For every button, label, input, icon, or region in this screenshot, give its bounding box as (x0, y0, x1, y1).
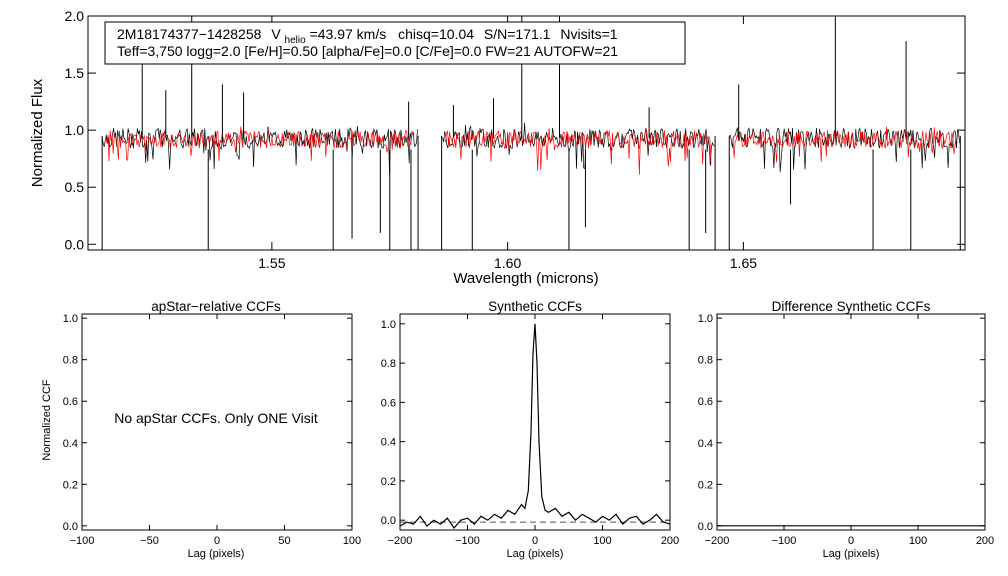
no-ccf-message: No apStar CCFs. Only ONE Visit (114, 410, 318, 426)
spectrum-series-0-chip-1 (441, 122, 715, 170)
y-tick-label: 0.2 (63, 479, 78, 491)
apstar-ccf-title: apStar−relative CCFs (151, 299, 281, 314)
y-tick-label: 1.0 (381, 319, 396, 331)
difference-ccf-title: Difference Synthetic CCFs (772, 299, 931, 314)
x-tick-label: −100 (772, 535, 797, 547)
y-tick-label: 0.2 (381, 476, 396, 488)
spectrum-series-1-chip-0 (105, 126, 415, 162)
spectrum-annotation: 2M18174377−1428258 V helio =43.97 km/s c… (104, 21, 686, 65)
synthetic-ccf-data (399, 323, 671, 529)
apstar-ccf-panel: apStar−relative CCFs −100 −50 0 50 100 0.0 0.2… (41, 299, 361, 560)
x-tick-label: 200 (976, 535, 994, 547)
apstar-ccf-ticks: −100 −50 0 50 100 0.0 0.2 0.4 0.6 0.8 1.0 (63, 313, 361, 547)
spectrum-ticks: 1.55 1.60 1.65 0.0 0.5 1.0 1.5 2.0 (65, 8, 965, 271)
x-tick-label: 1.60 (494, 255, 521, 271)
x-tick-label: 50 (278, 535, 290, 547)
y-tick-label: 1.0 (698, 313, 713, 325)
annotation-box (104, 21, 686, 65)
y-tick-label: 1.0 (65, 122, 85, 138)
nvisits-value: Nvisits=1 (560, 26, 617, 42)
x-tick-label: 200 (661, 535, 679, 547)
y-tick-label: 0.8 (381, 358, 396, 370)
chisq-value: chisq=10.04 (398, 26, 474, 42)
vhelio-value: =43.97 km/s (310, 26, 387, 42)
x-tick-label: −50 (140, 535, 159, 547)
y-tick-label: 0.4 (381, 437, 396, 449)
spectrum-ylabel: Normalized Flux (29, 78, 46, 187)
difference-ccf-panel: Difference Synthetic CCFs −200 −100 0 100 20… (698, 299, 994, 560)
x-tick-label: 0 (848, 535, 854, 547)
y-tick-label: 0.6 (381, 397, 396, 409)
apstar-ccf-ylabel: Normalized CCF (41, 379, 53, 461)
vhelio-subscript: helio (285, 35, 307, 46)
x-tick-label: 0 (532, 535, 538, 547)
y-tick-label: 0.0 (698, 521, 713, 533)
x-tick-label: 0 (214, 535, 220, 547)
y-tick-label: 0.0 (65, 236, 85, 252)
x-tick-label: 100 (593, 535, 611, 547)
star-id: 2M18174377−1428258 (117, 26, 262, 42)
y-tick-label: 0.8 (698, 355, 713, 367)
difference-ccf-frame (716, 313, 986, 531)
y-tick-label: 0.5 (65, 179, 85, 195)
spectrum-series-1-chip-2 (732, 126, 957, 163)
spectrum-data (101, 16, 961, 250)
synthetic-ccf-line (399, 323, 671, 529)
y-tick-label: 0.0 (63, 521, 78, 533)
y-tick-label: 0.8 (63, 355, 78, 367)
y-tick-label: 0.2 (698, 479, 713, 491)
x-tick-label: 1.65 (730, 255, 757, 271)
x-tick-label: 100 (909, 535, 927, 547)
y-tick-label: 0.0 (381, 515, 396, 527)
synthetic-ccf-frame (399, 313, 671, 531)
spectrum-series-1-chip-1 (445, 128, 712, 175)
y-tick-label: 0.4 (698, 438, 713, 450)
x-tick-label: 1.55 (258, 255, 285, 271)
synthetic-ccf-xlabel: Lag (pixels) (507, 548, 564, 560)
x-tick-label: −100 (70, 535, 95, 547)
synthetic-ccf-panel: Synthetic CCFs −200 −100 0 100 200 0.0 0.2 0.4 0… (381, 299, 679, 560)
vhelio-prefix: V (271, 26, 281, 42)
annotation-line-2: Teff=3,750 logg=2.0 [Fe/H]=0.50 [alpha/F… (117, 43, 618, 59)
spectrum-series-0-chip-2 (729, 126, 960, 173)
y-tick-label: 0.6 (63, 396, 78, 408)
synthetic-ccf-title: Synthetic CCFs (488, 299, 582, 314)
x-tick-label: −200 (388, 535, 413, 547)
difference-ccf-xlabel: Lag (pixels) (823, 548, 880, 560)
x-tick-label: −100 (455, 535, 480, 547)
y-tick-label: 2.0 (65, 8, 85, 24)
synthetic-ccf-ticks: −200 −100 0 100 200 0.0 0.2 0.4 0.6 0.8 1.0 (381, 314, 679, 547)
x-tick-label: −200 (705, 535, 730, 547)
difference-ccf-ticks: −200 −100 0 100 200 0.0 0.2 0.4 0.6 0.8 1.0 (698, 313, 994, 547)
y-tick-label: 1.5 (65, 65, 85, 81)
y-tick-label: 0.4 (63, 438, 78, 450)
x-tick-label: 100 (343, 535, 361, 547)
spectrum-xlabel: Wavelength (microns) (453, 270, 598, 287)
y-tick-label: 0.6 (698, 396, 713, 408)
apstar-ccf-xlabel: Lag (pixels) (188, 548, 245, 560)
annotation-line-1: 2M18174377−1428258 V helio =43.97 km/s c… (117, 26, 618, 46)
spectrum-axes-frame (87, 15, 966, 251)
y-tick-label: 1.0 (63, 313, 78, 325)
snr-value: S/N=171.1 (484, 26, 551, 42)
spectrum-panel: 1.55 1.60 1.65 0.0 0.5 1.0 1.5 2.0 Normalized F… (29, 8, 966, 287)
